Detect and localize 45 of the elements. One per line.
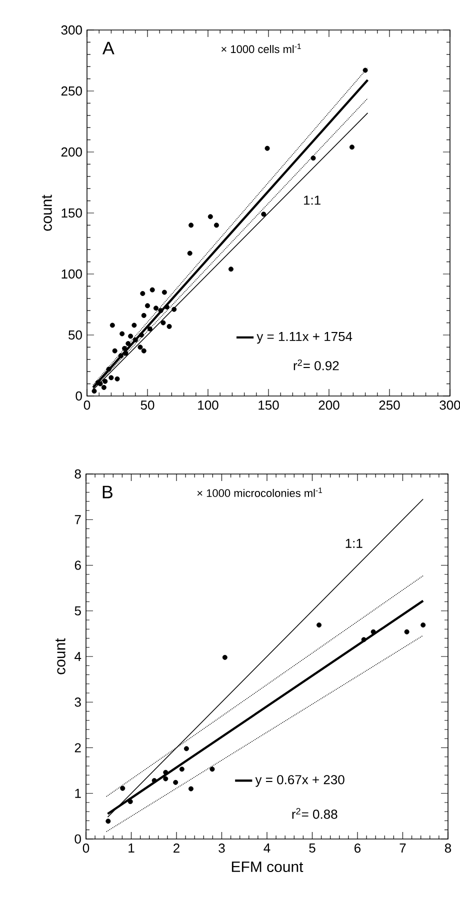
x-axis-title: EFM count — [232, 862, 304, 872]
x-tick-label: 5 — [309, 844, 316, 853]
x-tick-label: 1 — [128, 844, 134, 852]
x-tick-label: 150 — [258, 400, 279, 410]
y-tick-label: 250 — [61, 86, 82, 96]
x-tick-label: 6 — [354, 844, 361, 853]
text: × 1000 microcolonies ml$^{-1}$ — [197, 488, 322, 498]
y-tick-label: 4 — [74, 652, 82, 661]
y-axis-title: count — [42, 194, 52, 231]
annotation: r$^{2}$= 0.92 — [294, 359, 339, 370]
y-tick-label: 3 — [74, 698, 81, 707]
x-tick-label: 2 — [174, 844, 180, 853]
y-tick-label: 0 — [74, 834, 81, 844]
y-tick-label: 1 — [75, 788, 81, 798]
text: × 1000 cells ml$^{-1}$ — [221, 44, 301, 54]
y-tick-label: 6 — [74, 560, 81, 570]
y-tick-label: 200 — [61, 147, 82, 157]
x-tick-label: 300 — [440, 400, 460, 410]
x-tick-label: 50 — [140, 400, 154, 410]
annotation: 1:1 — [346, 538, 362, 548]
annotation: r$^{2}$= 0.88 — [292, 808, 338, 819]
x-tick-label: 3 — [218, 844, 225, 853]
y-tick-label: 7 — [74, 515, 81, 524]
x-tick-label: 0 — [84, 400, 90, 410]
x-tick-label: 0 — [82, 844, 90, 853]
y-tick-label: 50 — [68, 330, 82, 340]
legend-label: y = 0.67x + 230 — [255, 775, 344, 787]
y-tick-label: 300 — [61, 25, 82, 35]
x-tick-label: 250 — [379, 400, 400, 410]
x-tick-label: 8 — [444, 844, 452, 853]
y-axis-title: count — [56, 638, 66, 674]
x-tick-label: 7 — [400, 844, 406, 852]
x-tick-label: 200 — [318, 400, 340, 410]
y-tick-label: 100 — [62, 269, 82, 279]
y-tick-label: 5 — [74, 606, 81, 616]
y-tick-label: 0 — [76, 391, 82, 401]
y-tick-label: 150 — [62, 208, 82, 218]
y-tick-label: 8 — [74, 469, 81, 479]
legend-label: y = 1.11x + 1754 — [256, 332, 352, 344]
x-tick-label: 4 — [264, 844, 270, 852]
annotation: 1:1 — [304, 196, 320, 205]
x-tick-label: 100 — [198, 400, 218, 410]
text: A — [102, 42, 114, 54]
text: B — [102, 486, 112, 498]
y-tick-label: 2 — [74, 743, 81, 752]
